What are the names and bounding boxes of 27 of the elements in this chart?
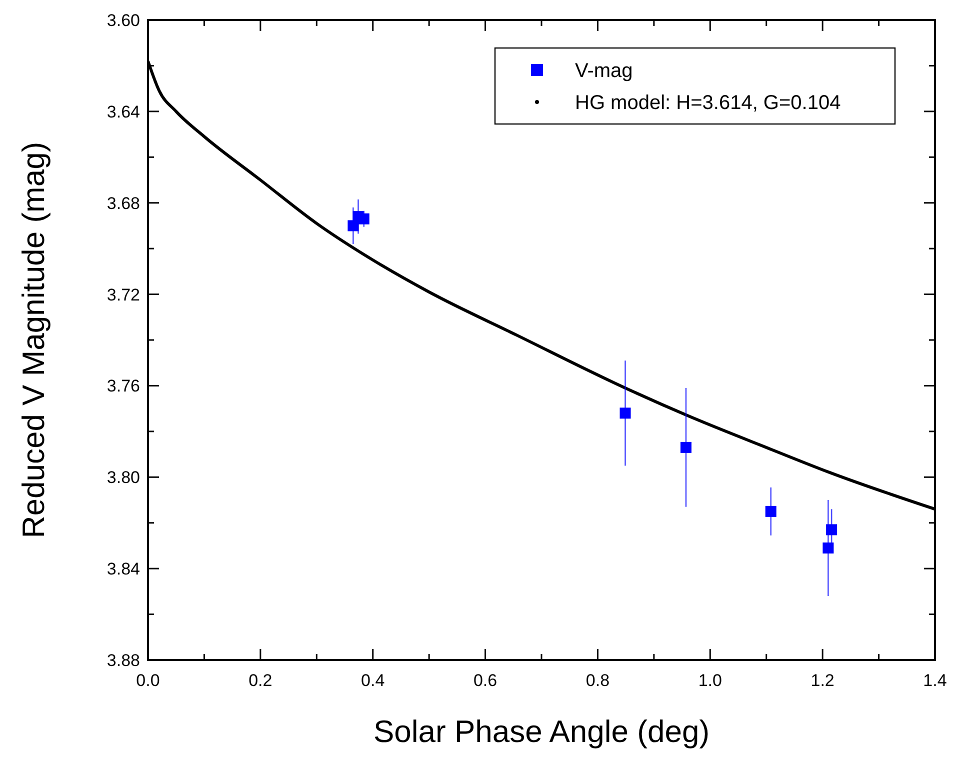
- point: [826, 524, 838, 536]
- x-tick-label: 1.4: [923, 671, 947, 690]
- point: [348, 220, 359, 232]
- y-tick-label: 3.84: [106, 560, 140, 579]
- legend-label: V-mag: [575, 60, 633, 82]
- x-axis-title: Solar Phase Angle (deg): [373, 714, 710, 749]
- legend-label: HG model: H=3.614, G=0.104: [575, 92, 841, 114]
- x-tick-label: 0.2: [248, 671, 272, 690]
- x-tick-label: 0.8: [586, 671, 610, 690]
- y-tick-label: 3.80: [106, 468, 140, 488]
- x-tick-label: 0.4: [361, 671, 385, 690]
- y-tick-label: 3.68: [106, 194, 140, 213]
- x-tick-label: 1.2: [810, 671, 834, 690]
- y-tick-label: 3.76: [106, 376, 140, 396]
- point: [620, 408, 631, 419]
- x-tick-label: 0.0: [136, 671, 160, 690]
- y-tick-label: 3.60: [106, 11, 140, 30]
- y-axis-title: Reduced V Magnitude (mag): [16, 142, 51, 538]
- y-tick-label: 3.72: [106, 285, 140, 304]
- y-tick-label: 3.88: [106, 651, 140, 670]
- y-tick-label: 3.64: [106, 102, 140, 122]
- point: [822, 542, 834, 554]
- x-tick-label: 1.0: [698, 671, 722, 690]
- point: [358, 213, 370, 224]
- point: [765, 506, 776, 517]
- point: [680, 442, 692, 453]
- x-tick-label: 0.6: [473, 671, 498, 690]
